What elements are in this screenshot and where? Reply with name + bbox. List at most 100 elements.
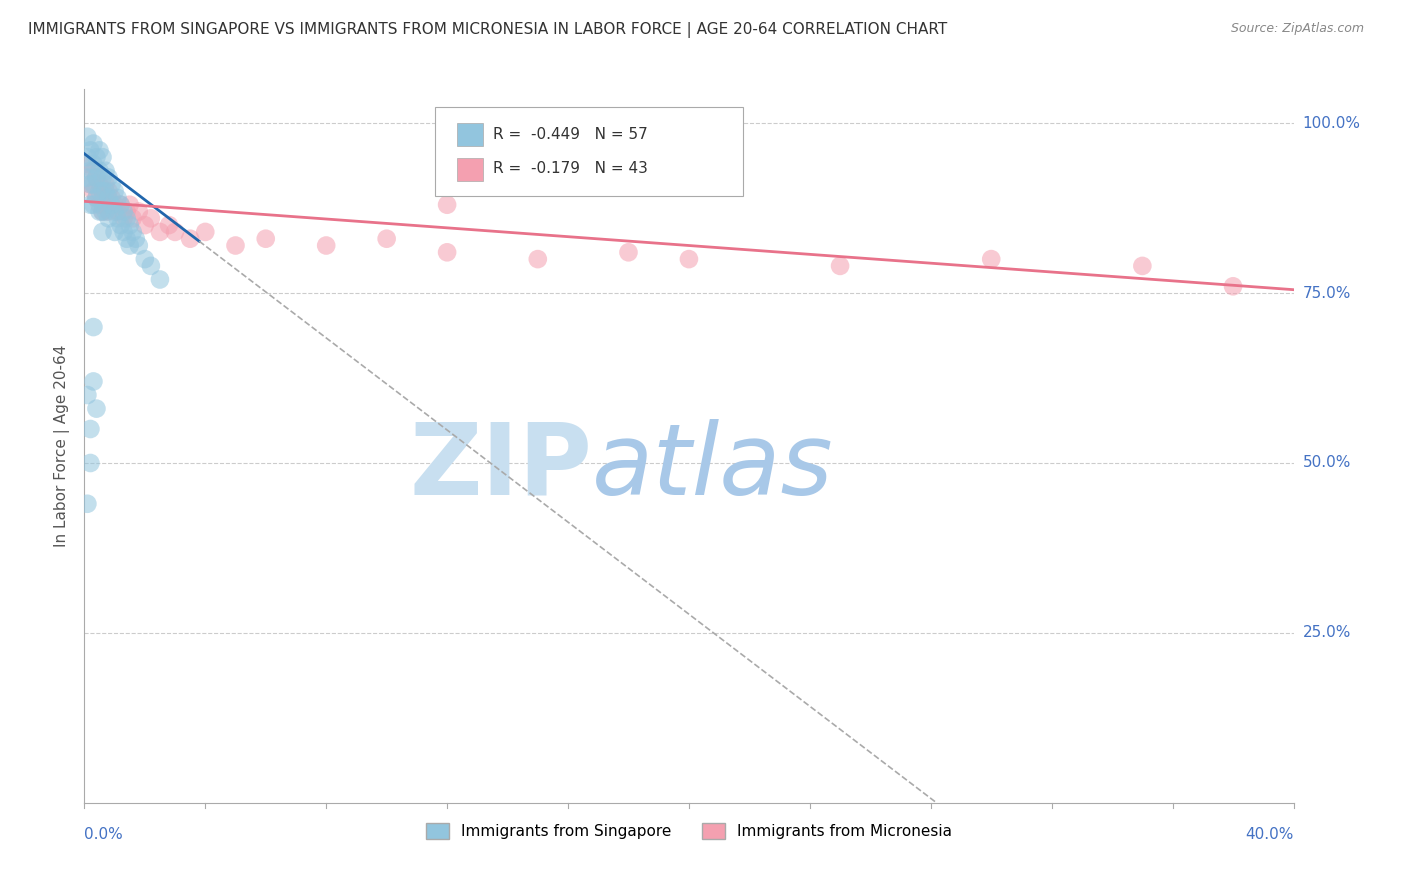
Point [82, 198, 104, 212]
Point [104, 225, 127, 239]
Point [86, 191, 108, 205]
Point [254, 232, 277, 246]
Point [139, 211, 162, 226]
Point [89, 204, 111, 219]
Point [980, 252, 1002, 266]
Point [115, 204, 138, 219]
Point [121, 211, 143, 226]
Point [79, 178, 101, 192]
Point [165, 225, 187, 239]
Text: 25.0%: 25.0% [1302, 625, 1351, 640]
FancyBboxPatch shape [434, 107, 744, 196]
Point [76, 497, 98, 511]
Point [149, 272, 172, 286]
Point [79, 178, 101, 192]
Point [94, 163, 117, 178]
Point [128, 204, 150, 219]
Point [112, 225, 135, 239]
Point [1130, 259, 1153, 273]
Point [134, 252, 156, 266]
Point [91, 184, 114, 198]
Text: atlas: atlas [592, 419, 834, 516]
Point [91, 204, 114, 219]
Point [107, 204, 129, 219]
Text: Source: ZipAtlas.com: Source: ZipAtlas.com [1230, 22, 1364, 36]
Point [86, 401, 108, 416]
Text: 75.0%: 75.0% [1302, 285, 1351, 301]
Point [115, 211, 138, 226]
Point [118, 238, 141, 252]
Point [157, 218, 180, 232]
Point [104, 204, 127, 219]
Bar [457, 158, 484, 180]
Point [91, 150, 114, 164]
Point [82, 157, 104, 171]
Point [94, 178, 117, 192]
Point [315, 238, 337, 252]
Text: R =  -0.179   N = 43: R = -0.179 N = 43 [494, 161, 648, 176]
Point [76, 170, 98, 185]
Point [179, 232, 201, 246]
Point [110, 198, 132, 212]
Point [678, 252, 700, 266]
Point [86, 170, 108, 185]
Point [91, 184, 114, 198]
Point [194, 225, 217, 239]
Point [94, 198, 117, 212]
Point [375, 232, 398, 246]
Point [107, 191, 129, 205]
Point [125, 232, 148, 246]
Point [97, 170, 120, 185]
Point [436, 198, 458, 212]
Point [79, 144, 101, 158]
Text: 100.0%: 100.0% [1302, 116, 1361, 131]
Point [100, 191, 122, 205]
Point [82, 320, 104, 334]
Point [1222, 279, 1244, 293]
Point [115, 232, 138, 246]
Point [86, 191, 108, 205]
Text: R =  -0.449   N = 57: R = -0.449 N = 57 [494, 127, 648, 142]
Text: 40.0%: 40.0% [1246, 827, 1294, 841]
Bar [457, 123, 484, 146]
Point [79, 422, 101, 436]
Point [79, 456, 101, 470]
Point [110, 198, 132, 212]
Point [76, 388, 98, 402]
Legend: Immigrants from Singapore, Immigrants from Micronesia: Immigrants from Singapore, Immigrants fr… [420, 817, 957, 845]
Point [128, 238, 150, 252]
Text: 50.0%: 50.0% [1302, 456, 1351, 470]
Point [79, 163, 101, 178]
Point [82, 163, 104, 178]
Point [134, 218, 156, 232]
Point [436, 245, 458, 260]
Point [121, 225, 143, 239]
Point [76, 157, 98, 171]
Point [107, 211, 129, 226]
Point [118, 218, 141, 232]
Point [91, 170, 114, 185]
Point [118, 198, 141, 212]
Point [104, 184, 127, 198]
Point [82, 136, 104, 151]
Point [100, 198, 122, 212]
Point [94, 204, 117, 219]
Point [86, 170, 108, 185]
Point [82, 184, 104, 198]
Point [89, 144, 111, 158]
Point [149, 225, 172, 239]
Y-axis label: In Labor Force | Age 20-64: In Labor Force | Age 20-64 [55, 345, 70, 547]
Point [89, 163, 111, 178]
Point [91, 204, 114, 219]
Point [97, 184, 120, 198]
Point [617, 245, 640, 260]
Point [76, 129, 98, 144]
Point [79, 198, 101, 212]
Point [112, 204, 135, 219]
Point [97, 204, 120, 219]
Point [91, 225, 114, 239]
Point [830, 259, 852, 273]
Point [89, 184, 111, 198]
Point [527, 252, 550, 266]
Point [76, 150, 98, 164]
